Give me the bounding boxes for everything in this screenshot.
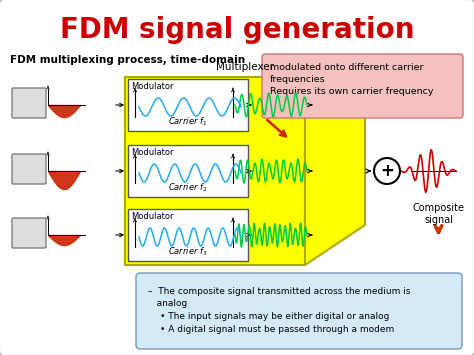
Text: Modulator: Modulator — [131, 212, 173, 221]
Text: Carrier $f_2$: Carrier $f_2$ — [168, 181, 208, 194]
Text: FDM multiplexing process, time-domain: FDM multiplexing process, time-domain — [10, 55, 245, 65]
Text: • The input signals may be either digital or analog: • The input signals may be either digita… — [160, 312, 389, 321]
FancyBboxPatch shape — [12, 154, 46, 184]
Text: FDM signal generation: FDM signal generation — [60, 16, 414, 44]
Text: Carrier $f_1$: Carrier $f_1$ — [168, 115, 208, 128]
FancyBboxPatch shape — [128, 79, 248, 131]
Text: modulated onto different carrier
frequencies
Requires its own carrier frequency: modulated onto different carrier frequen… — [270, 63, 434, 95]
FancyBboxPatch shape — [128, 209, 248, 261]
Text: +: + — [380, 162, 394, 180]
FancyBboxPatch shape — [12, 88, 46, 118]
Text: Composite
signal: Composite signal — [412, 203, 465, 225]
Circle shape — [374, 158, 400, 184]
Text: • A digital signal must be passed through a modem: • A digital signal must be passed throug… — [160, 325, 394, 334]
FancyBboxPatch shape — [128, 145, 248, 197]
FancyBboxPatch shape — [125, 77, 305, 265]
FancyBboxPatch shape — [136, 273, 462, 349]
Text: Multiplexer: Multiplexer — [216, 62, 274, 72]
FancyBboxPatch shape — [262, 54, 463, 118]
Polygon shape — [305, 77, 365, 265]
Text: Carrier $f_3$: Carrier $f_3$ — [168, 246, 208, 258]
Text: Modulator: Modulator — [131, 82, 173, 91]
Text: Modulator: Modulator — [131, 148, 173, 157]
Text: –  The composite signal transmitted across the medium is
   analog: – The composite signal transmitted acros… — [148, 287, 410, 308]
FancyBboxPatch shape — [12, 218, 46, 248]
